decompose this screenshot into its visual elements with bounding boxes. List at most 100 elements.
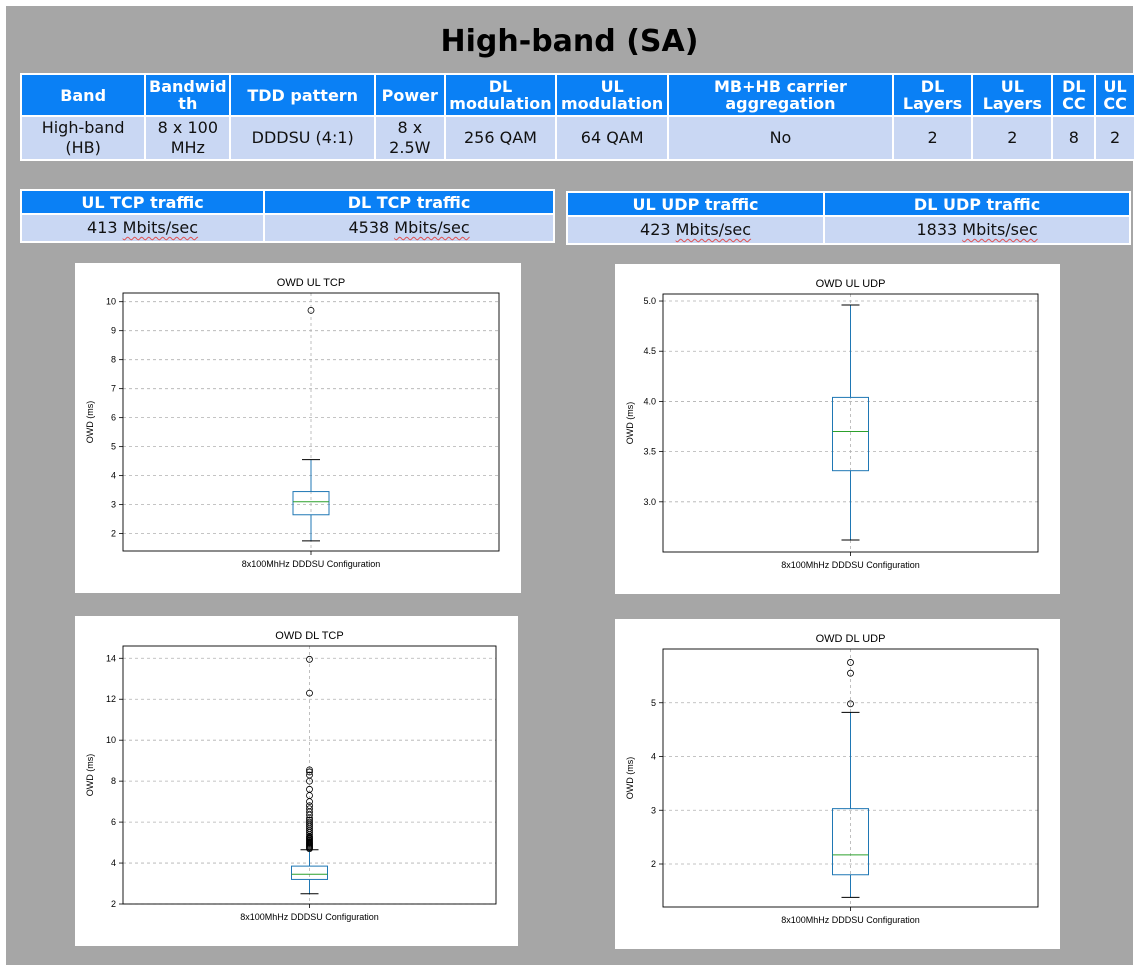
tcp-header-row: UL TCP traffic DL TCP traffic (19, 189, 555, 215)
tcp-traffic-table: UL TCP traffic DL TCP traffic 413 Mbits/s… (19, 189, 555, 243)
cell-line: DDDSU (4:1) (251, 128, 354, 147)
traffic-header-ul-udp-traffic: UL UDP traffic (565, 191, 826, 217)
y-tick-label: 5 (651, 698, 656, 708)
traffic-header-dl-tcp-traffic: DL TCP traffic (263, 189, 555, 215)
cell-line: TDD pattern (247, 85, 359, 105)
spec-header-power: Power (374, 73, 446, 117)
cell-line: DL (920, 77, 945, 96)
outlier-point (847, 669, 854, 677)
y-tick-label: 2 (111, 529, 116, 539)
y-tick-label: 3 (651, 805, 656, 815)
y-tick-label: 3.5 (643, 447, 656, 457)
cell-line: modulation (561, 94, 664, 113)
cell-line: High-band (41, 118, 125, 137)
cell-line: DL (488, 77, 513, 96)
cell-line: Bandwid (149, 77, 227, 96)
outlier-point (306, 785, 313, 793)
y-tick-label: 2 (111, 899, 116, 909)
chart-owd-ul-udp: 3.0 3.5 4.0 4.5 5.0 OWD UL UDP 8x100MhHz DDDSU… (615, 264, 1060, 594)
box-iqr (832, 808, 869, 876)
spec-value-bandwidth: 8 x 100 MHz (144, 115, 232, 161)
y-tick-label: 5 (111, 442, 116, 452)
cell-line: 8 (1068, 128, 1079, 147)
traffic-value-dl-udp-traffic: 1833 Mbits/sec (823, 215, 1131, 245)
traffic-value-ul-udp-traffic: 423 Mbits/sec (565, 215, 826, 245)
spec-header-row: Band Bandwid th TDD pattern Power DL modulatio… (19, 73, 1136, 117)
traffic-unit: Mbits/sec (675, 220, 752, 239)
traffic-header-dl-udp-traffic: DL UDP traffic (823, 191, 1131, 217)
cell-line: 2.5W (389, 138, 431, 157)
spec-header-ul-cc: UL CC (1094, 73, 1136, 117)
cell-line: MHz (170, 138, 205, 157)
outlier-point (307, 306, 315, 314)
spec-value-band: High-band (HB) (19, 115, 147, 161)
cell-line: 2 (1110, 128, 1121, 147)
y-tick-label: 8 (111, 355, 116, 365)
y-axis-label: OWD (ms) (625, 402, 635, 445)
y-tick-label: 12 (106, 694, 116, 704)
y-tick-label: 4 (111, 858, 116, 868)
spec-value-mb-hb-carrier-aggregation: No (667, 115, 894, 161)
outlier-point (306, 818, 313, 826)
box-iqr (291, 865, 328, 880)
spec-table: Band Bandwid th TDD pattern Power DL modulatio… (19, 73, 1136, 161)
y-tick-label: 10 (106, 297, 116, 307)
cell-line: 256 QAM (463, 128, 537, 147)
y-tick-label: 3 (111, 500, 116, 510)
cell-line: 8 x (397, 118, 423, 137)
cell-line: 2 (1007, 128, 1018, 147)
cell-line: CC (1103, 94, 1127, 113)
spec-value-row: High-band (HB) 8 x 100 MHz DDDSU (4:1) 8 x 2.5… (19, 115, 1136, 161)
outlier-point (847, 700, 854, 708)
outlier-point (306, 771, 313, 779)
y-tick-label: 6 (111, 413, 116, 423)
y-tick-label: 10 (106, 735, 116, 745)
traffic-number: 4538 (348, 218, 390, 237)
y-tick-label: 3.0 (643, 497, 656, 507)
x-category-label: 8x100MhHz DDDSU Configuration (781, 915, 920, 925)
spec-value-dl-layers: 2 (891, 115, 974, 161)
cell-line: Layers (982, 94, 1042, 113)
y-tick-label: 8 (111, 776, 116, 786)
cell-line: CC (1062, 94, 1086, 113)
x-category-label: 8x100MhHz DDDSU Configuration (781, 560, 920, 570)
spec-value-ul-layers: 2 (971, 115, 1054, 161)
outlier-point (847, 659, 854, 666)
y-tick-label: 2 (651, 859, 656, 869)
chart-title: OWD DL UDP (816, 633, 886, 645)
spec-header-ul-layers: UL Layers (971, 73, 1054, 117)
y-axis-label: OWD (ms) (625, 757, 635, 800)
chart-title: OWD DL TCP (275, 630, 343, 642)
udp-header-row: UL UDP traffic DL UDP traffic (565, 191, 1131, 217)
spec-header-dl-cc: DL CC (1051, 73, 1097, 117)
udp-value-row: 423 Mbits/sec 1833 Mbits/sec (565, 215, 1131, 245)
traffic-value-ul-tcp-traffic: 413 Mbits/sec (19, 213, 266, 243)
spec-header-ul-modulation: UL modulation (555, 73, 670, 117)
traffic-number: 413 (87, 218, 118, 237)
spec-header-tdd-pattern: TDD pattern (229, 73, 376, 117)
cell-line: Layers (902, 94, 963, 113)
box-iqr (292, 491, 330, 516)
spec-header-dl-layers: DL Layers (891, 73, 974, 117)
spec-value-tdd-pattern: DDDSU (4:1) (229, 115, 376, 161)
slide: High-band (SA) Band Bandwid th TDD pattern P… (6, 6, 1136, 965)
cell-line: Power (381, 85, 438, 105)
cell-line: 64 QAM (580, 128, 644, 147)
outlier-point (306, 816, 313, 824)
outlier-point (306, 689, 313, 697)
cell-line: aggregation (725, 94, 836, 113)
cell-line: DL (1062, 77, 1086, 96)
spec-header-bandwidth: Bandwid th (144, 73, 232, 117)
outlier-point (306, 805, 313, 813)
y-tick-label: 5.0 (643, 296, 656, 306)
cell-line: MB+HB carrier (713, 77, 847, 96)
x-category-label: 8x100MhHz DDDSU Configuration (242, 559, 381, 569)
cell-line: UL (600, 77, 624, 96)
chart-owd-dl-tcp: 2 4 6 8 10 12 14 OWD DL TCP 8x100MhHz DDDSU Conf… (75, 616, 518, 946)
cell-line: UL (1103, 77, 1127, 96)
y-tick-label: 4.5 (643, 346, 656, 356)
y-tick-label: 9 (111, 326, 116, 336)
cell-line: 8 x 100 (157, 118, 218, 137)
cell-line: (HB) (65, 138, 101, 157)
cell-line: 2 (927, 128, 938, 147)
